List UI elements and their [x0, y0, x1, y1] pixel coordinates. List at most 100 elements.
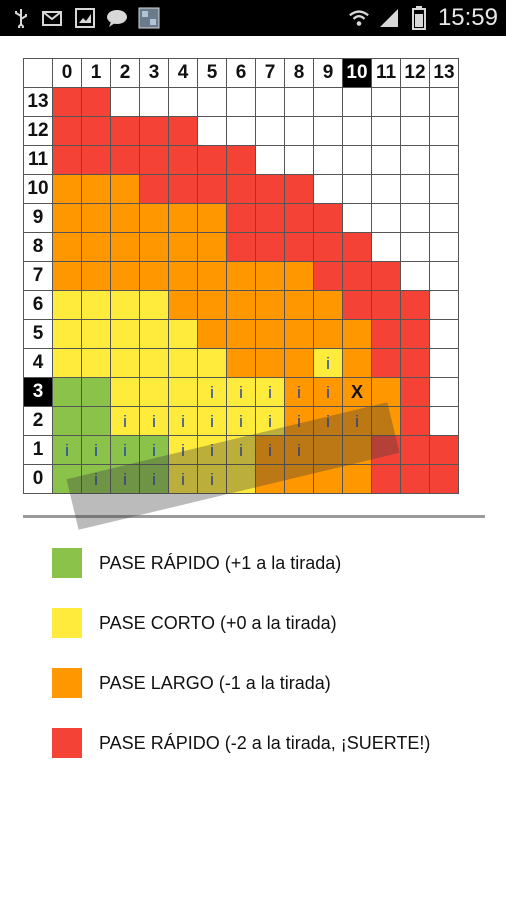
grid-cell[interactable]: [371, 261, 401, 291]
grid-cell[interactable]: [139, 174, 169, 204]
grid-cell[interactable]: [52, 261, 82, 291]
grid-cell[interactable]: [400, 145, 430, 175]
grid-cell[interactable]: [429, 406, 459, 436]
grid-cell[interactable]: [429, 87, 459, 117]
grid-cell[interactable]: [429, 261, 459, 291]
grid-cell[interactable]: [371, 406, 401, 436]
grid-cell[interactable]: [81, 348, 111, 378]
grid-cell[interactable]: [139, 145, 169, 175]
grid-cell[interactable]: [226, 203, 256, 233]
grid-cell[interactable]: [313, 464, 343, 494]
grid-cell[interactable]: [313, 174, 343, 204]
grid-cell[interactable]: [226, 145, 256, 175]
grid-cell[interactable]: X: [342, 377, 372, 407]
grid-cell[interactable]: [110, 174, 140, 204]
grid-cell[interactable]: [342, 319, 372, 349]
grid-cell[interactable]: [342, 232, 372, 262]
grid-cell[interactable]: [400, 116, 430, 146]
grid-cell[interactable]: [52, 203, 82, 233]
grid-cell[interactable]: i: [139, 464, 169, 494]
grid-cell[interactable]: i: [197, 435, 227, 465]
grid-cell[interactable]: [197, 87, 227, 117]
grid-cell[interactable]: [226, 232, 256, 262]
grid-cell[interactable]: [81, 174, 111, 204]
grid-cell[interactable]: i: [342, 406, 372, 436]
grid-cell[interactable]: i: [313, 377, 343, 407]
grid-cell[interactable]: [139, 348, 169, 378]
grid-cell[interactable]: i: [197, 377, 227, 407]
grid-cell[interactable]: [52, 174, 82, 204]
grid-cell[interactable]: [52, 319, 82, 349]
grid-cell[interactable]: [139, 87, 169, 117]
grid-cell[interactable]: [226, 290, 256, 320]
grid-cell[interactable]: [313, 145, 343, 175]
grid-cell[interactable]: [197, 232, 227, 262]
grid-cell[interactable]: [168, 319, 198, 349]
grid-cell[interactable]: [284, 174, 314, 204]
grid-cell[interactable]: [429, 464, 459, 494]
grid-cell[interactable]: [429, 319, 459, 349]
grid-cell[interactable]: [284, 87, 314, 117]
grid-cell[interactable]: [400, 87, 430, 117]
grid-cell[interactable]: [284, 145, 314, 175]
grid-cell[interactable]: [313, 435, 343, 465]
grid-cell[interactable]: [226, 348, 256, 378]
grid-cell[interactable]: [168, 116, 198, 146]
grid-cell[interactable]: [371, 203, 401, 233]
grid-cell[interactable]: [168, 174, 198, 204]
grid-cell[interactable]: [400, 232, 430, 262]
grid-cell[interactable]: [371, 174, 401, 204]
grid-cell[interactable]: [313, 203, 343, 233]
grid-cell[interactable]: [255, 464, 285, 494]
grid-cell[interactable]: [255, 116, 285, 146]
grid-cell[interactable]: i: [284, 377, 314, 407]
grid-cell[interactable]: [255, 290, 285, 320]
grid-cell[interactable]: i: [110, 406, 140, 436]
grid-cell[interactable]: [371, 348, 401, 378]
grid-cell[interactable]: i: [110, 464, 140, 494]
grid-cell[interactable]: [110, 116, 140, 146]
grid-cell[interactable]: [371, 319, 401, 349]
grid-cell[interactable]: [255, 145, 285, 175]
grid-cell[interactable]: [139, 116, 169, 146]
grid-cell[interactable]: [255, 232, 285, 262]
grid-cell[interactable]: i: [197, 464, 227, 494]
grid-cell[interactable]: [284, 261, 314, 291]
grid-cell[interactable]: i: [313, 406, 343, 436]
grid-cell[interactable]: [81, 145, 111, 175]
grid-cell[interactable]: [342, 464, 372, 494]
grid-cell[interactable]: [371, 435, 401, 465]
grid-cell[interactable]: [226, 261, 256, 291]
grid-cell[interactable]: [110, 145, 140, 175]
grid-cell[interactable]: [284, 232, 314, 262]
grid-cell[interactable]: [342, 348, 372, 378]
grid-cell[interactable]: [52, 290, 82, 320]
grid-cell[interactable]: [429, 232, 459, 262]
grid-cell[interactable]: i: [226, 435, 256, 465]
grid-cell[interactable]: i: [168, 464, 198, 494]
grid-cell[interactable]: [139, 232, 169, 262]
grid-cell[interactable]: i: [226, 377, 256, 407]
grid-cell[interactable]: [110, 203, 140, 233]
grid-cell[interactable]: [429, 290, 459, 320]
grid-cell[interactable]: [255, 319, 285, 349]
grid-cell[interactable]: [429, 116, 459, 146]
grid-cell[interactable]: i: [226, 406, 256, 436]
grid-cell[interactable]: [197, 203, 227, 233]
grid-cell[interactable]: [284, 464, 314, 494]
grid-cell[interactable]: [400, 290, 430, 320]
grid-cell[interactable]: [313, 319, 343, 349]
grid-cell[interactable]: [255, 174, 285, 204]
grid-cell[interactable]: [313, 290, 343, 320]
grid-cell[interactable]: [110, 232, 140, 262]
grid-cell[interactable]: [168, 203, 198, 233]
grid-cell[interactable]: [400, 435, 430, 465]
grid-cell[interactable]: [429, 435, 459, 465]
grid-cell[interactable]: i: [52, 435, 82, 465]
grid-cell[interactable]: [226, 174, 256, 204]
grid-cell[interactable]: [226, 87, 256, 117]
grid-cell[interactable]: [110, 377, 140, 407]
grid-cell[interactable]: [110, 87, 140, 117]
grid-cell[interactable]: [255, 261, 285, 291]
grid-cell[interactable]: [81, 232, 111, 262]
